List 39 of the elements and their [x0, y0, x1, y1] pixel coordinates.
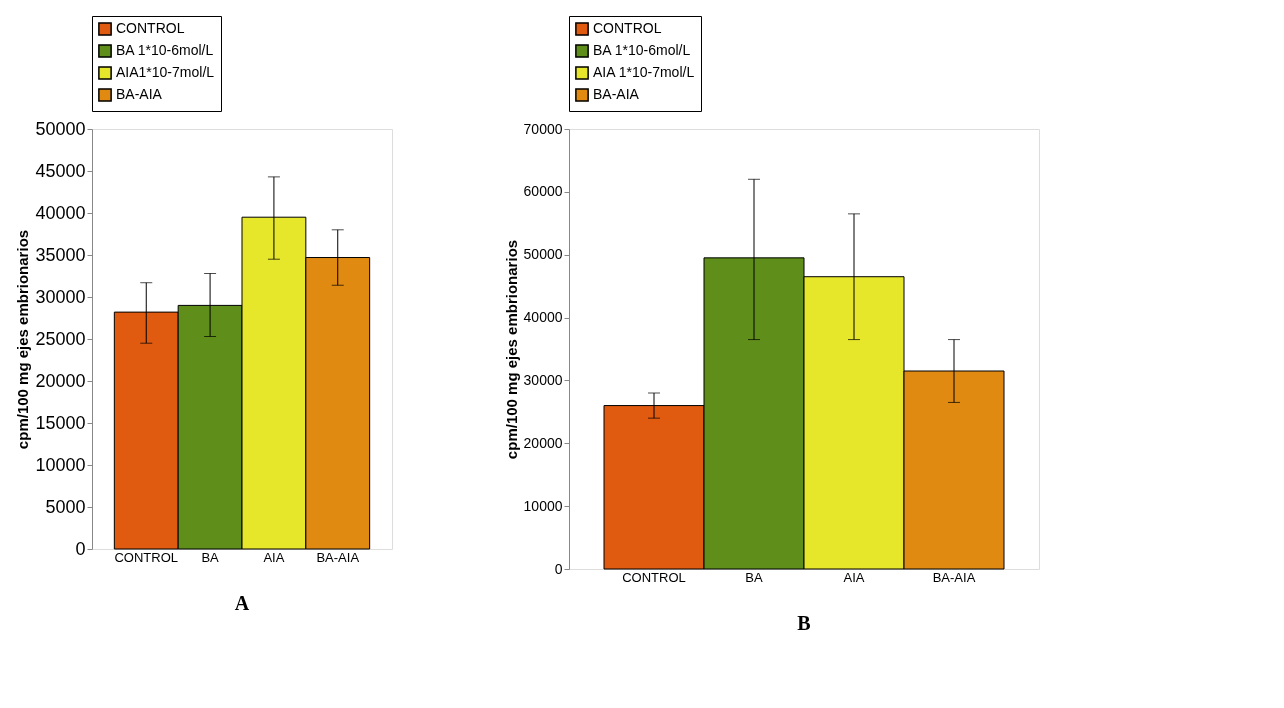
y-tick-label: 0	[554, 560, 563, 577]
legend-label: CONTROL	[116, 20, 185, 36]
y-tick-label: 20000	[523, 434, 563, 451]
legend-label: BA 1*10-6mol/L	[593, 42, 691, 58]
y-tick-label: 5000	[45, 496, 86, 517]
legend-label: AIA1*10-7mol/L	[116, 64, 215, 80]
y-tick-label: 40000	[523, 309, 563, 326]
y-tick-label: 15000	[35, 412, 86, 433]
y-axis-title: cpm/100 mg ejes embrionarios	[502, 239, 520, 460]
y-tick-label: 0	[75, 538, 86, 559]
x-tick-label: CONTROL	[114, 549, 179, 565]
y-tick-label: 25000	[35, 328, 86, 349]
x-tick-label: AIA	[263, 549, 285, 565]
y-axis-title: cpm/100 mg ejes embrionarios	[14, 229, 32, 450]
y-tick-label: 50000	[523, 246, 563, 263]
legend-label: AIA 1*10-7mol/L	[593, 64, 695, 80]
x-tick-label: BA	[201, 549, 220, 565]
y-tick-label: 35000	[35, 244, 86, 265]
x-tick-label: AIA	[843, 569, 865, 585]
legend-label: BA 1*10-6mol/L	[116, 42, 214, 58]
x-tick-label: BA-AIA	[932, 569, 976, 585]
legend-label: BA-AIA	[116, 86, 163, 102]
y-tick-label: 60000	[523, 183, 563, 200]
x-tick-label: BA	[745, 569, 763, 585]
y-tick-label: 40000	[35, 202, 86, 223]
y-tick-label: 20000	[35, 370, 86, 391]
x-tick-label: CONTROL	[622, 569, 686, 585]
y-tick-label: 10000	[523, 497, 563, 514]
y-tick-label: 70000	[523, 120, 563, 137]
text: B	[797, 612, 811, 634]
y-tick-label: 30000	[523, 371, 563, 388]
y-tick-label: 50000	[35, 118, 86, 139]
text: A	[234, 592, 250, 614]
legend-label: BA-AIA	[593, 86, 640, 102]
y-tick-label: 45000	[35, 160, 86, 181]
x-tick-label: BA-AIA	[316, 549, 360, 565]
y-tick-label: 10000	[35, 454, 86, 475]
y-tick-label: 30000	[35, 286, 86, 307]
legend-label: CONTROL	[593, 20, 662, 36]
